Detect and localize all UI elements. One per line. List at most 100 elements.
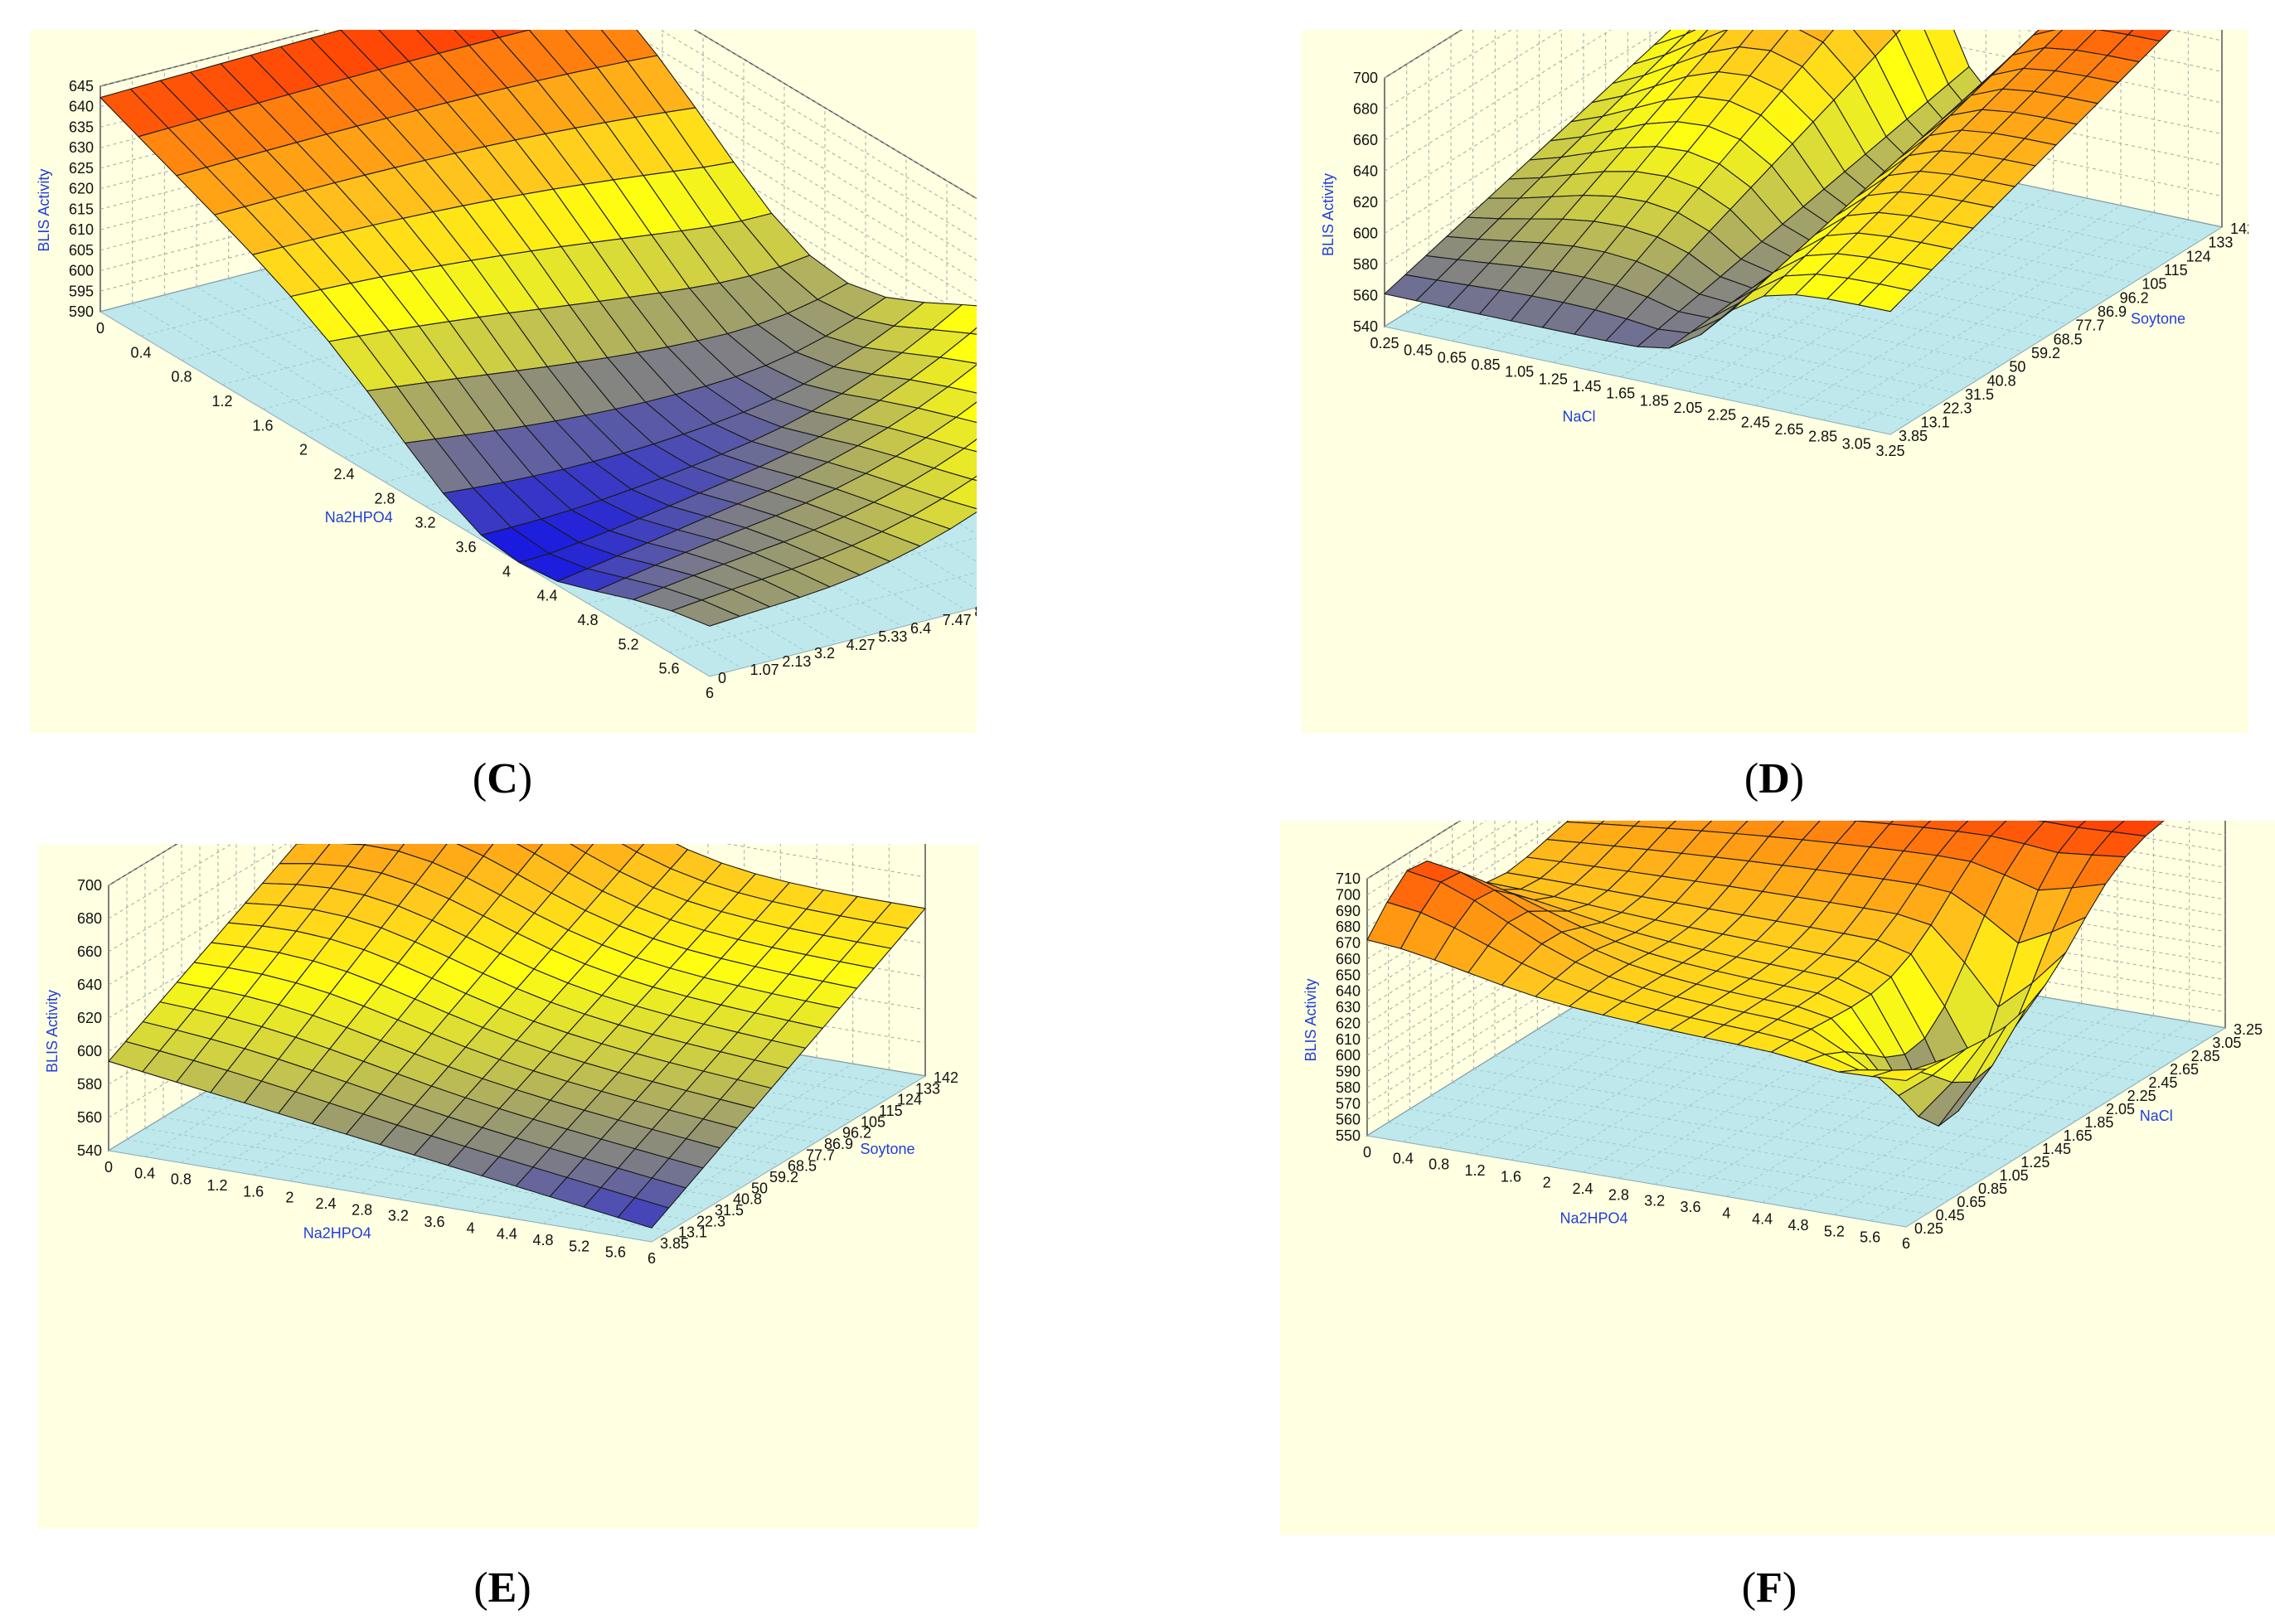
x-tick-label-e: 0 xyxy=(104,1159,113,1176)
z-tick-label-f: 630 xyxy=(1336,999,1361,1016)
x-ticks-f: 0 0.4 0.8 1.2 1.6 2 2.4 2.8 3.2 3.6 4 4.4 4.8 5.2 5.6 6 xyxy=(1363,1144,1910,1252)
y-tick-label-d: 115 xyxy=(2164,262,2188,279)
x-tick-label-d: 2.25 xyxy=(1707,407,1736,424)
z-tick-label-f: 700 xyxy=(1336,886,1361,903)
x-tick-label-c: 2.4 xyxy=(333,466,354,482)
x-axis-label-d: NaCl xyxy=(1563,409,1596,425)
surface-d xyxy=(1384,30,2172,349)
y-tick-label-f: 3.25 xyxy=(2234,1021,2263,1038)
caption-d: (D) xyxy=(1744,755,1805,802)
z-tick-label-e: 700 xyxy=(77,877,102,894)
z-tick-label-f: 550 xyxy=(1336,1127,1361,1144)
x-ticks-e: 0 0.4 0.8 1.2 1.6 2 2.4 2.8 3.2 3.6 4 4.4 4.8 5.2 5.6 6 xyxy=(104,1159,656,1267)
grid-line-e xyxy=(108,844,926,953)
x-tick-label-f: 6 xyxy=(1902,1235,1910,1252)
surface-chart-f: 7107006906806706606506406306206106005905… xyxy=(1302,821,2263,1252)
z-tick-label-c: 645 xyxy=(69,78,94,95)
x-tick-label-f: 1.2 xyxy=(1464,1162,1485,1179)
x-tick-label-e: 2.4 xyxy=(315,1195,336,1212)
x-tick-label-e: 5.6 xyxy=(605,1244,626,1261)
surface-cell-f xyxy=(1871,1069,1927,1082)
y-tick-label-c: 6.4 xyxy=(910,620,931,637)
y-tick-label-d: 105 xyxy=(2142,276,2166,293)
chart-panel-c: 645 640 635 630 625 620 615 610 605 600 595 590 0 0.4… xyxy=(30,30,977,733)
y-tick-label-f: 2.65 xyxy=(2170,1061,2199,1078)
x-tick-label-f: 0.4 xyxy=(1393,1150,1414,1166)
x-tick-label-c: 2.8 xyxy=(374,490,395,507)
x-tick-label-e: 2 xyxy=(285,1190,293,1206)
y-tick-label-e: 13.1 xyxy=(678,1224,707,1241)
y-tick-label-d: 133 xyxy=(2208,235,2233,251)
z-tick-label-f: 620 xyxy=(1336,1015,1361,1031)
y-tick-label-f: 3.05 xyxy=(2212,1035,2241,1051)
z-tick-label-f: 600 xyxy=(1336,1047,1361,1064)
floor-grid-line-e xyxy=(126,1139,671,1232)
z-ticks-f: 7107006906806706606506406306206106005905… xyxy=(1336,870,1361,1144)
x-tick-label-d: 0.25 xyxy=(1370,335,1399,351)
z-tick-label-f: 590 xyxy=(1336,1064,1361,1080)
x-tick-label-d: 0.65 xyxy=(1438,349,1467,366)
x-tick-label-f: 5.6 xyxy=(1860,1229,1880,1246)
floor-grid-line-f xyxy=(1494,1055,2035,1148)
z-tick-label-c: 610 xyxy=(69,221,94,238)
y-tick-label-e: 86.9 xyxy=(824,1136,853,1152)
y-tick-label-d: 124 xyxy=(2186,248,2211,264)
x-tick-label-d: 1.45 xyxy=(1572,378,1601,395)
y-tick-label-f: 1.65 xyxy=(2064,1127,2093,1144)
x-tick-label-f: 2.8 xyxy=(1608,1186,1629,1203)
x-tick-label-c: 4.4 xyxy=(536,588,557,604)
x-tick-label-c: 3.6 xyxy=(455,539,476,555)
y-tick-label-f: 1.85 xyxy=(2084,1114,2113,1131)
z-tick-label-f: 670 xyxy=(1336,935,1361,952)
y-tick-label-e: 133 xyxy=(915,1080,940,1097)
x-tick-label-d: 3.05 xyxy=(1842,435,1871,452)
z-axis-label-e: BLIS Activity xyxy=(44,990,61,1073)
y-tick-label-d: 77.7 xyxy=(2075,318,2104,334)
x-tick-label-d: 2.85 xyxy=(1808,429,1837,445)
x-tick-label-c: 0 xyxy=(96,320,104,337)
y-tick-label-c: 3.2 xyxy=(814,645,835,662)
x-tick-label-c: 5.6 xyxy=(658,661,679,677)
z-tick-label-f: 660 xyxy=(1336,951,1361,967)
y-tick-label-e: 31.5 xyxy=(715,1202,744,1219)
y-tick-label-d: 22.3 xyxy=(1943,400,1972,417)
y-axis-label-f: NaCl xyxy=(2140,1108,2173,1124)
y-tick-label-d: 3.85 xyxy=(1899,428,1928,444)
y-ticks-f: 0.250.450.650.851.051.251.451.651.852.05… xyxy=(1914,1021,2263,1237)
y-ticks-c: 01.072.133.24.275.336.47.478.539.610.711… xyxy=(718,604,977,686)
floor-grid-line-f xyxy=(1870,1021,2190,1222)
x-tick-label-f: 4.4 xyxy=(1752,1211,1773,1228)
z-tick-label-d: 560 xyxy=(1353,288,1378,304)
z-tick-label-c: 600 xyxy=(69,263,94,279)
z-tick-label-c: 590 xyxy=(69,303,94,320)
z-tick-label-e: 620 xyxy=(77,1010,102,1026)
x-tick-label-e: 2.8 xyxy=(352,1201,372,1218)
z-tick-label-d: 620 xyxy=(1353,194,1378,211)
x-tick-label-f: 3.2 xyxy=(1644,1193,1665,1210)
surface-cell-e xyxy=(617,1197,670,1229)
floor-grid-line-d xyxy=(1755,197,2088,406)
floor-grid-line-d xyxy=(1822,212,2155,421)
z-tick-label-f: 710 xyxy=(1336,870,1361,887)
z-tick-label-f: 570 xyxy=(1336,1095,1361,1112)
y-tick-label-c: 0 xyxy=(718,670,726,686)
x-ticks-c: 0 0.4 0.8 1.2 1.6 2 2.4 2.8 3.2 3.6 4 4.4 4.8 5.2 5.6 6 xyxy=(96,320,714,701)
y-tick-label-d: 68.5 xyxy=(2054,331,2083,347)
x-tick-label-c: 0.8 xyxy=(171,369,192,385)
x-tick-label-d: 3.25 xyxy=(1875,443,1904,459)
y-tick-label-c: 2.13 xyxy=(782,653,811,670)
z-axis-label-c: BLIS Activity xyxy=(36,169,52,252)
y-tick-label-c: 4.27 xyxy=(846,637,876,653)
x-tick-label-e: 4.8 xyxy=(532,1232,553,1248)
x-tick-label-c: 6 xyxy=(706,685,714,701)
z-axis-label-f: BLIS Activity xyxy=(1302,978,1319,1061)
x-tick-label-e: 4 xyxy=(467,1219,475,1236)
z-tick-label-f: 680 xyxy=(1336,919,1361,935)
x-tick-label-e: 0.4 xyxy=(134,1165,155,1181)
floor-grid-line-d xyxy=(1856,219,2189,428)
floor-grid-line-c xyxy=(453,220,977,535)
z-tick-label-d: 600 xyxy=(1353,225,1378,242)
y-axis-label-e: Soytone xyxy=(861,1141,915,1157)
caption-c-letter: C xyxy=(487,755,518,802)
z-tick-label-e: 680 xyxy=(77,910,102,927)
